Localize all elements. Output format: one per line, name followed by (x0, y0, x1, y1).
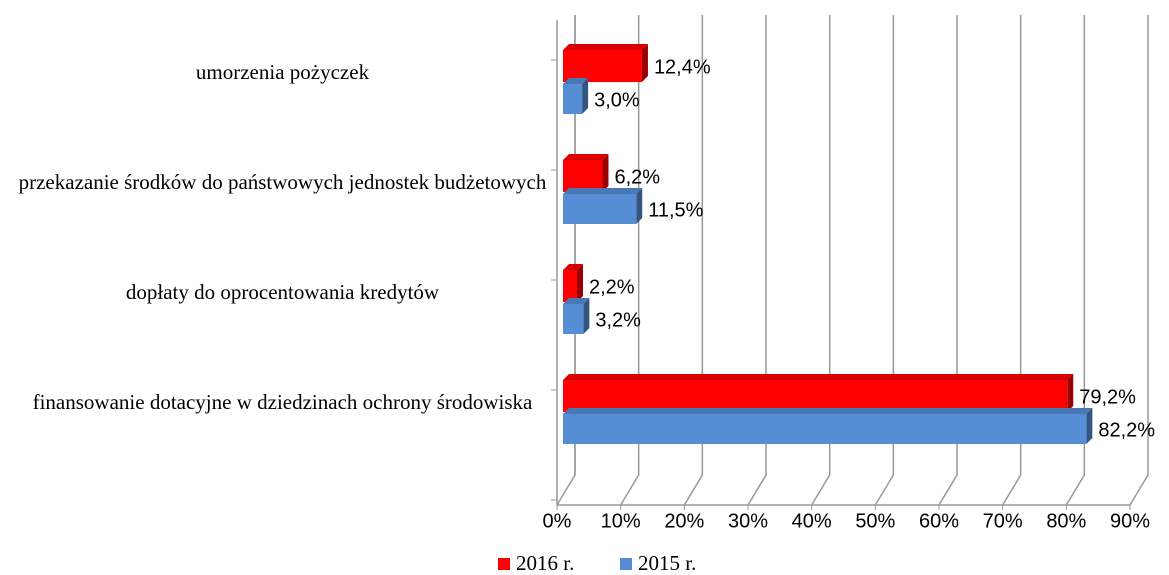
bar-top (563, 188, 643, 194)
x-tick-label: 70% (983, 510, 1023, 532)
data-label: 3,2% (595, 309, 641, 331)
bar (563, 84, 583, 114)
bar (563, 414, 1087, 444)
grid-line (874, 15, 895, 506)
y-tick-label: umorzenia pożyczek (195, 60, 370, 84)
x-tick-label: 30% (728, 510, 768, 532)
x-tick-label: 0% (543, 510, 572, 532)
bar-top (563, 374, 1074, 380)
grid-line (938, 15, 958, 506)
bar (563, 50, 642, 82)
bar-side (641, 44, 648, 82)
bar (563, 160, 603, 192)
grid-line (620, 15, 640, 506)
bar-side (602, 154, 609, 192)
legend-swatch (498, 558, 510, 570)
legend-swatch (620, 558, 632, 570)
bar-side (577, 264, 584, 302)
bar-side (583, 298, 590, 334)
data-label: 11,5% (648, 199, 703, 221)
x-tick-label: 60% (919, 510, 959, 532)
grid-line (683, 15, 704, 506)
data-label: 79,2% (1079, 386, 1136, 408)
data-label: 3,0% (594, 89, 640, 111)
bar-top (563, 264, 584, 270)
x-tick-label: 90% (1110, 510, 1150, 532)
grid-line (1065, 15, 1086, 506)
data-label: 2,2% (589, 276, 635, 298)
bar-top (563, 154, 609, 160)
bar-top (563, 78, 589, 84)
data-label: 6,2% (614, 166, 660, 188)
x-tick-label: 50% (855, 510, 895, 532)
legend-label: 2016 r. (516, 551, 574, 575)
grid-line (747, 15, 767, 506)
bar-top (563, 298, 590, 304)
grid-line (811, 15, 831, 506)
bar-side (1067, 374, 1074, 412)
bar (563, 380, 1068, 412)
data-label: 82,2% (1098, 419, 1155, 441)
bar-top (563, 408, 1093, 414)
legend-label: 2015 r. (638, 551, 696, 575)
bar-side (582, 78, 589, 114)
x-tick-label: 80% (1046, 510, 1086, 532)
grid-line (1002, 15, 1022, 506)
bar-side (1086, 408, 1093, 444)
x-tick-label: 10% (601, 510, 641, 532)
bar (563, 270, 578, 302)
bar (563, 194, 637, 224)
bar-side (636, 188, 643, 224)
x-tick-label: 20% (664, 510, 704, 532)
x-tick-label: 40% (792, 510, 832, 532)
grid-line (1129, 15, 1149, 506)
bar (563, 304, 584, 334)
data-label: 12,4% (654, 56, 711, 78)
y-tick-label: przekazanie środków do państwowych jedno… (18, 170, 547, 194)
y-tick-label: dopłaty do oprocentowania kredytów (125, 280, 440, 304)
y-tick-label: finansowanie dotacyjne w dziedzinach och… (32, 390, 533, 414)
bar-top (563, 44, 648, 50)
